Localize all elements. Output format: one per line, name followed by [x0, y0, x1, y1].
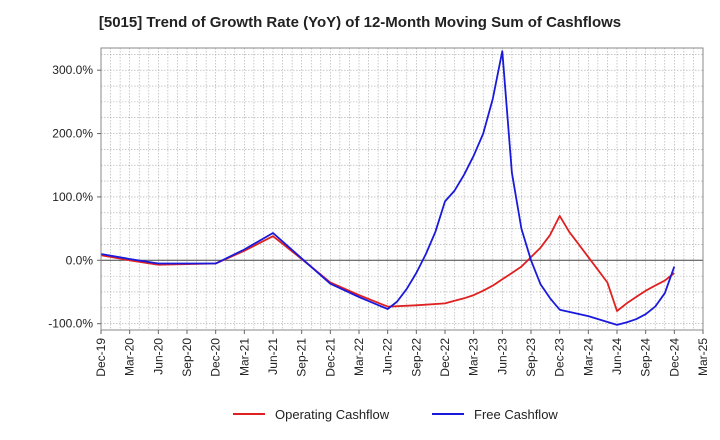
legend-label-operating-cashflow: Operating Cashflow [275, 407, 390, 422]
x-tick-label: Sep-23 [524, 338, 538, 377]
y-tick-label: 200.0% [52, 127, 93, 141]
series-line-free-cashflow [100, 50, 676, 326]
x-tick-label: Jun-24 [610, 338, 624, 375]
x-tick-label: Sep-24 [639, 338, 653, 377]
x-tick-label: Dec-21 [323, 338, 337, 377]
series-line-operating-cashflow [100, 214, 675, 312]
x-tick-label: Dec-20 [209, 338, 223, 377]
x-tick-label: Sep-20 [180, 338, 194, 377]
x-tick-labels: Dec-19 Mar-20 Jun-20 Sep-20 Dec-20 Mar-21 Jun-… [94, 330, 710, 377]
legend-label-free-cashflow: Free Cashflow [474, 407, 558, 422]
x-tick-label: Mar-23 [467, 338, 481, 376]
x-tick-label: Dec-23 [553, 338, 567, 377]
x-tick-label: Jun-21 [266, 338, 280, 375]
x-tick-label: Dec-24 [667, 338, 681, 377]
x-tick-label: Mar-25 [696, 338, 710, 376]
y-tick-label: 100.0% [52, 190, 93, 204]
x-tick-label: Mar-21 [237, 338, 251, 376]
legend: Operating Cashflow Free Cashflow [233, 407, 558, 422]
y-tick-label: -100.0% [48, 317, 93, 331]
plot-background [101, 48, 703, 330]
x-tick-label: Mar-24 [581, 338, 595, 376]
x-tick-label: Dec-19 [94, 338, 108, 377]
x-tick-label: Mar-22 [352, 338, 366, 376]
series-layer [100, 50, 676, 326]
y-tick-label: 300.0% [52, 63, 93, 77]
chart-title: [5015] Trend of Growth Rate (YoY) of 12-… [98, 14, 622, 31]
x-tick-label: Sep-21 [295, 338, 309, 377]
x-tick-label: Jun-20 [151, 338, 165, 375]
x-tick-label: Jun-23 [495, 338, 509, 375]
y-tick-labels: 300.0% 200.0% 100.0% 0.0% -100.0% [48, 63, 101, 331]
x-tick-label: Dec-22 [438, 338, 452, 377]
plot-frame [100, 47, 704, 331]
y-tick-label: 0.0% [66, 253, 94, 267]
x-tick-label: Sep-22 [409, 338, 423, 377]
x-tick-label: Mar-20 [123, 338, 137, 376]
x-tick-label: Jun-22 [381, 338, 395, 375]
